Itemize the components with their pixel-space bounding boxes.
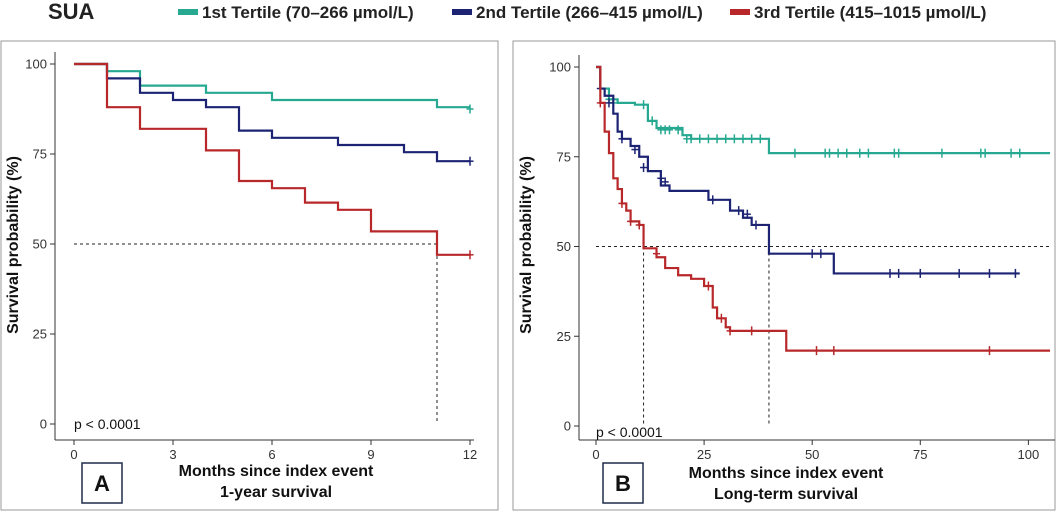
panel-b-label: B bbox=[615, 471, 631, 496]
panel-b-y-tick-label: 25 bbox=[557, 329, 571, 344]
panel-b-x-tick-label: 50 bbox=[805, 447, 819, 462]
panel-b: 0 25 50 75 100 0 25 50 75 100 Months since index … bbox=[512, 40, 1056, 511]
panel-b-y-tick-label: 75 bbox=[557, 149, 571, 164]
legend-label-3: 3rd Tertile (415–1015 µmol/L) bbox=[754, 3, 986, 22]
panel-a-x-tick-label: 6 bbox=[268, 447, 275, 462]
panel-b-x-tick-label: 0 bbox=[592, 447, 599, 462]
panel-b-x-tick-label: 25 bbox=[697, 447, 711, 462]
legend-label-1: 1st Tertile (70–266 µmol/L) bbox=[202, 3, 414, 22]
panel-a-y-tick-label: 50 bbox=[33, 237, 47, 252]
panel-a-curve-tertile-1 bbox=[74, 62, 470, 109]
panel-b-x-tick-label: 75 bbox=[913, 447, 927, 462]
panel-b-label-box bbox=[602, 462, 644, 504]
panel-b-y-tick-label: 100 bbox=[549, 60, 571, 75]
panel-b-pvalue: p < 0.0001 bbox=[596, 424, 663, 440]
legend-title: SUA bbox=[48, 0, 95, 24]
panel-b-curve-tertile-2 bbox=[596, 65, 1020, 275]
panel-a-plot-area: 0 3 6 9 12 0 25 50 75 100 bbox=[25, 52, 477, 462]
panel-a-y-tick-label: 75 bbox=[33, 147, 47, 162]
panel-b-y-tick-label: 50 bbox=[557, 239, 571, 254]
panel-b-plot-area: 0 25 50 75 100 0 25 50 75 100 bbox=[549, 55, 1055, 462]
panel-b-ylabel: Survival probability (%) bbox=[518, 156, 535, 334]
panel-a-xlabel-sub: 1-year survival bbox=[220, 484, 332, 501]
panel-a-label-box bbox=[81, 462, 123, 504]
panel-b-xlabel-sub: Long-term survival bbox=[714, 486, 858, 503]
panel-a-curve-tertile-3 bbox=[74, 62, 470, 256]
legend-label-2: 2nd Tertile (266–415 µmol/L) bbox=[476, 3, 703, 22]
panel-a-curve-tertile-2 bbox=[74, 62, 470, 163]
panel-b-y-tick-label: 0 bbox=[564, 419, 571, 434]
panel-a-x-tick-label: 9 bbox=[367, 447, 374, 462]
panel-a-label: A bbox=[94, 471, 110, 496]
panel-a-x-tick-label: 12 bbox=[463, 447, 477, 462]
panel-a-ylabel: Survival probability (%) bbox=[5, 156, 22, 334]
panel-a-xlabel: Months since index event bbox=[179, 463, 374, 480]
panel-a-x-tick-label: 3 bbox=[169, 447, 176, 462]
legend: SUA 1st Tertile (70–266 µmol/L) 2nd Tert… bbox=[48, 0, 986, 24]
panel-b-curve-tertile-3 bbox=[596, 65, 1050, 352]
panel-a-y-tick-label: 25 bbox=[33, 327, 47, 342]
panel-a-y-tick-label: 0 bbox=[40, 417, 47, 432]
panel-b-curve-tertile-1 bbox=[596, 65, 1050, 155]
panel-a: 0 3 6 9 12 0 25 50 75 100 Months since index even… bbox=[0, 40, 499, 511]
panel-b-frame bbox=[512, 40, 1056, 511]
panel-b-x-tick-label: 100 bbox=[1018, 447, 1040, 462]
panel-a-x-tick-label: 0 bbox=[70, 447, 77, 462]
panel-a-frame bbox=[0, 40, 499, 511]
panel-a-pvalue: p < 0.0001 bbox=[74, 416, 141, 432]
panel-b-xlabel: Months since index event bbox=[689, 465, 884, 482]
panel-a-y-tick-label: 100 bbox=[25, 57, 47, 72]
